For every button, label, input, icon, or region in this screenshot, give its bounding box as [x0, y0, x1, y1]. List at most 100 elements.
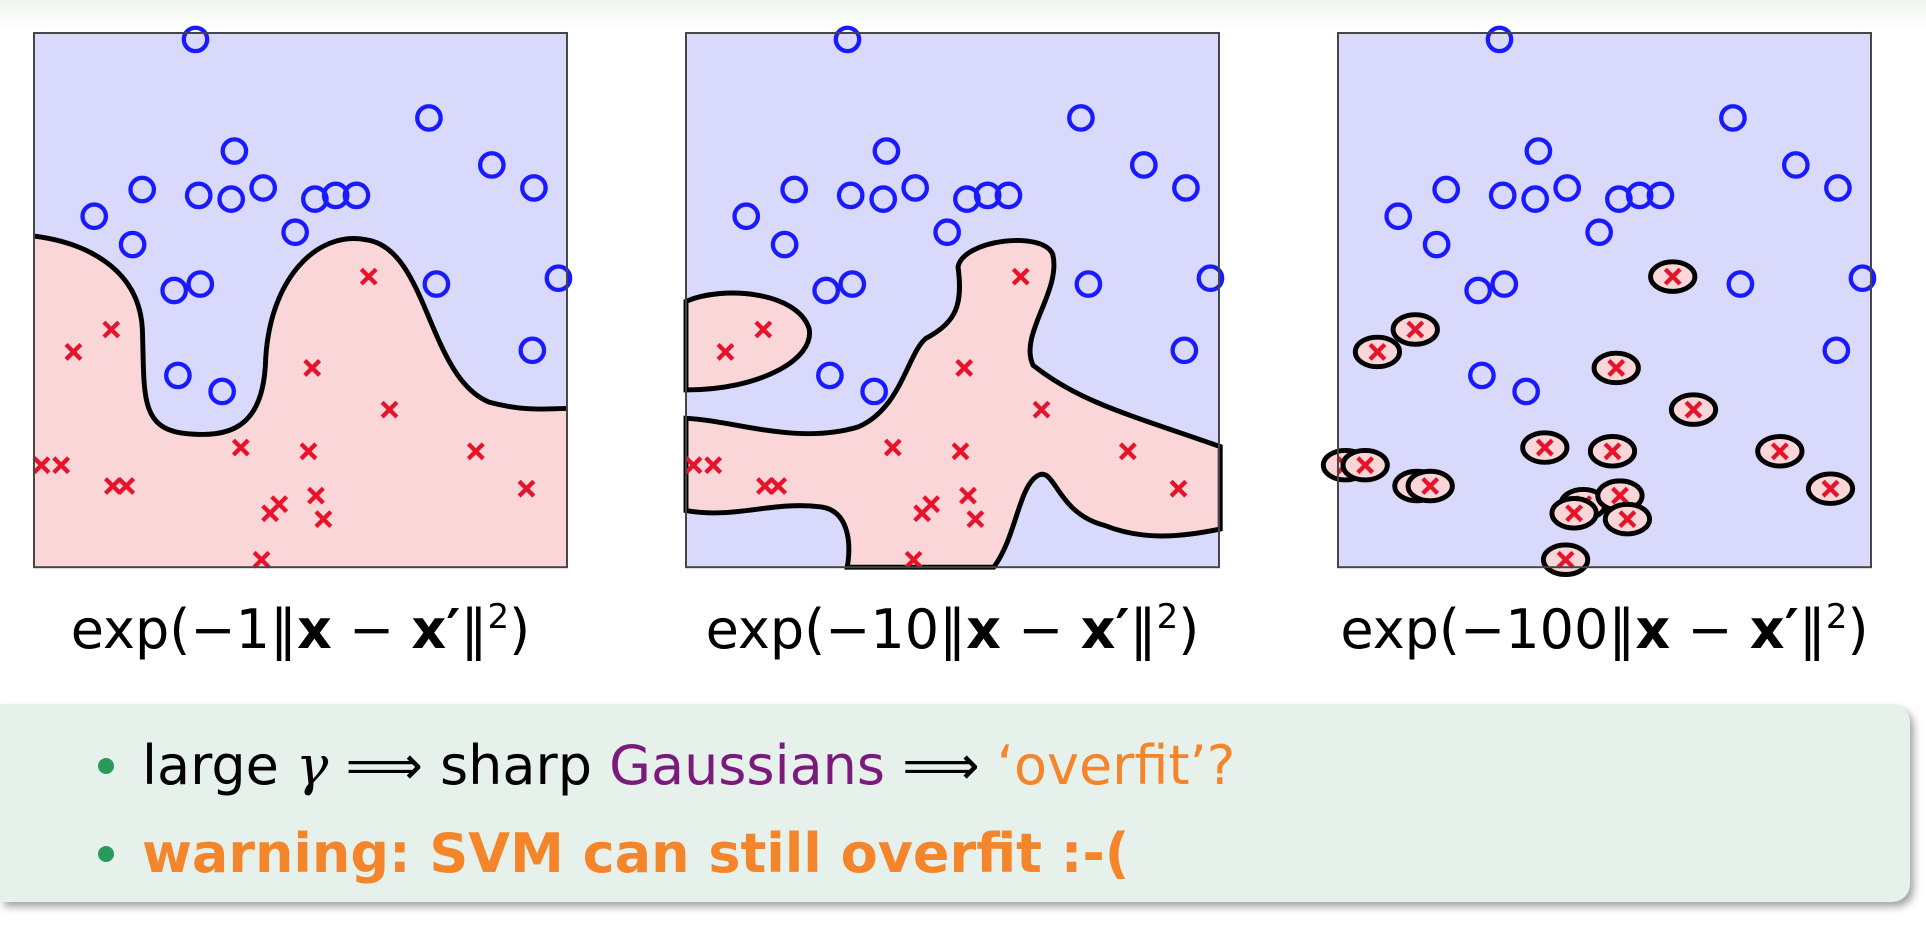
point [1611, 486, 1629, 505]
point [836, 181, 865, 210]
point [160, 276, 189, 305]
point [1618, 510, 1637, 529]
caption-part: − [1670, 598, 1750, 661]
caption: exp(−10‖x − x′‖2) [706, 597, 1200, 661]
bullet-box: large γ ⟹ sharp Gaussians ⟹ ‘overfit’? wa… [0, 704, 1910, 902]
point [1485, 25, 1514, 54]
panel [1320, 25, 1877, 577]
point [955, 359, 974, 377]
point [1169, 479, 1188, 498]
caption-part: ) [509, 598, 530, 661]
panel-frame [685, 32, 1220, 569]
point [933, 218, 962, 247]
panel-frame [1337, 32, 1872, 569]
panel-frame [33, 32, 568, 569]
point [1488, 181, 1517, 210]
caption-part: exp(−10‖ [706, 598, 967, 661]
point [1603, 442, 1622, 461]
caption-part: x′ [1750, 598, 1799, 661]
caption-part: x [1635, 598, 1670, 661]
point [415, 104, 443, 132]
point [520, 174, 548, 202]
point [380, 400, 399, 419]
point [951, 442, 970, 461]
point [186, 270, 215, 298]
caption-part: 2 [1826, 597, 1848, 637]
caption-part: x′ [1081, 598, 1130, 661]
caption-part: 2 [487, 597, 509, 637]
point [901, 174, 930, 202]
point [780, 175, 809, 204]
point [754, 320, 773, 339]
point [973, 181, 1002, 210]
point [904, 550, 923, 569]
point [52, 456, 71, 475]
point [869, 185, 898, 213]
point [1556, 550, 1575, 569]
point [128, 175, 157, 204]
point [231, 438, 250, 457]
caption-part: ) [1178, 598, 1199, 661]
caption-part: exp(−1‖ [71, 598, 297, 661]
point [1684, 400, 1703, 419]
region [34, 236, 567, 568]
decision-boundary [33, 233, 567, 437]
point [755, 477, 774, 495]
point [544, 264, 573, 293]
point [1464, 276, 1493, 305]
point [252, 550, 271, 569]
caption-part: exp(−100‖ [1340, 598, 1635, 661]
point [208, 377, 236, 406]
point [913, 504, 932, 523]
point [1585, 218, 1614, 247]
point [769, 477, 788, 495]
point [1521, 185, 1550, 213]
caption: exp(−1‖x − x′‖2) [71, 597, 530, 661]
point [303, 359, 322, 377]
point [102, 320, 121, 339]
caption-part: 2 [1157, 597, 1179, 637]
point [872, 137, 901, 165]
point [1524, 137, 1553, 165]
point [1565, 504, 1584, 523]
point [1011, 267, 1030, 286]
bullet-text: large [142, 734, 297, 797]
point [1356, 456, 1375, 475]
point [704, 456, 723, 475]
point [217, 185, 246, 213]
point [103, 477, 122, 495]
point [518, 336, 547, 365]
point [860, 377, 888, 406]
point [1032, 400, 1051, 419]
point [883, 438, 902, 457]
caption: exp(−100‖x − x′‖2) [1340, 597, 1868, 661]
bullet-text: ⟹ sharp [328, 734, 610, 797]
point [994, 181, 1023, 210]
bullet-text: γ [296, 734, 329, 797]
point [1421, 477, 1440, 495]
point [1067, 104, 1095, 132]
panel [32, 25, 573, 569]
point [1824, 174, 1852, 202]
point [466, 442, 485, 461]
point [1170, 336, 1199, 365]
point [117, 477, 136, 495]
point [1118, 442, 1137, 461]
decision-boundary [683, 290, 812, 393]
point [307, 486, 325, 505]
caption-part: x [297, 598, 332, 661]
point [1553, 174, 1582, 202]
bullet-dot [98, 758, 114, 774]
bullet-list: large γ ⟹ sharp Gaussians ⟹ ‘overfit’? wa… [0, 704, 1910, 898]
point [1406, 320, 1425, 339]
bullet-text: ‘overfit’? [996, 734, 1236, 797]
point [684, 456, 703, 475]
bullet: warning: SVM can still overfit :-( [98, 810, 1910, 898]
bullet-text: Gaussians [609, 734, 886, 797]
point [314, 510, 333, 529]
point [1726, 270, 1755, 298]
point [1490, 270, 1519, 298]
point [80, 202, 109, 231]
point [220, 137, 249, 165]
point [1848, 264, 1877, 293]
